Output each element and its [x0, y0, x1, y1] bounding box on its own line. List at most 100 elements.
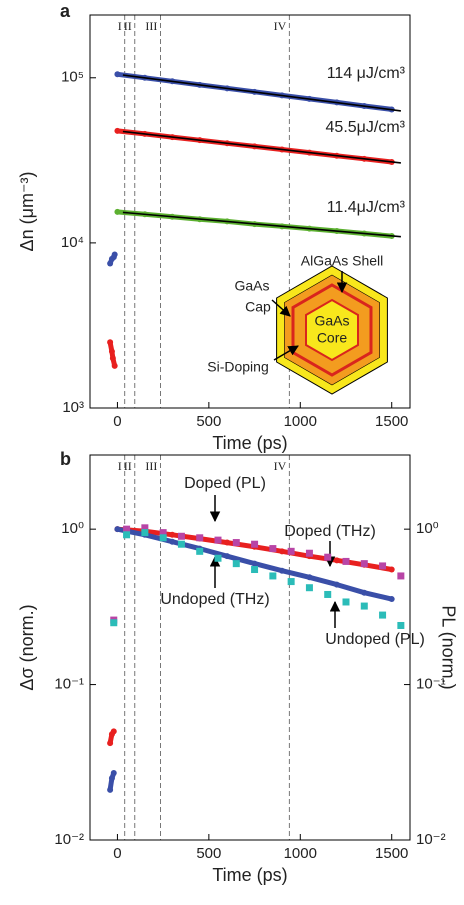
inset-label: Cap	[245, 299, 271, 315]
data-point	[224, 553, 231, 560]
inset-label: Si-Doping	[207, 359, 268, 375]
data-point	[108, 775, 115, 782]
series-label: Undoped (PL)	[325, 631, 425, 648]
data-point	[159, 529, 167, 537]
y-tick-label: 10⁻¹	[54, 676, 84, 693]
x-tick-label: 1000	[284, 413, 317, 430]
region-label: IV	[274, 459, 287, 473]
data-point	[333, 581, 340, 588]
data-point	[342, 598, 350, 606]
inset-label: Core	[317, 330, 348, 346]
data-point	[333, 557, 340, 564]
data-point	[361, 589, 368, 596]
inset-arrow	[273, 345, 299, 361]
core	[305, 298, 359, 362]
series-line	[107, 526, 395, 793]
y-axis-label: Δσ (norm.)	[17, 604, 37, 690]
panel-label: a	[60, 1, 71, 21]
data-point	[251, 560, 258, 567]
data-point	[214, 536, 222, 544]
series-label: Undoped (THz)	[160, 591, 269, 608]
inset-label: GaAs	[314, 313, 349, 329]
series-label: 45.5μJ/cm³	[326, 119, 406, 136]
data-point	[114, 127, 121, 134]
data-point	[114, 526, 121, 533]
data-point	[397, 572, 405, 580]
panel-label: b	[60, 449, 71, 469]
data-point	[159, 534, 167, 542]
data-point	[306, 574, 313, 581]
x-tick-label: 0	[113, 413, 121, 430]
plot-frame	[89, 454, 411, 841]
x-tick-label: 500	[196, 845, 221, 862]
y-tick-label: 10⁴	[61, 234, 84, 251]
data-point	[324, 590, 332, 598]
data-point	[279, 548, 285, 555]
data-point	[232, 539, 240, 547]
doping	[291, 283, 373, 377]
data-point	[342, 557, 350, 565]
data-point	[269, 545, 277, 553]
series-label: 11.4μJ/cm³	[327, 199, 406, 216]
x-tick-label: 1500	[375, 845, 408, 862]
region-label: III	[145, 19, 157, 33]
data-point	[110, 769, 117, 776]
x-tick-label: 0	[113, 845, 121, 862]
inset-label: GaAs	[234, 278, 269, 294]
y-tick-label: 10³	[62, 399, 84, 416]
x-tick-label: 1500	[375, 413, 408, 430]
data-point	[108, 348, 115, 355]
series-label: 114 μJ/cm³	[327, 65, 406, 82]
series-line	[107, 71, 395, 266]
data-point	[114, 208, 121, 215]
y2-axis-label: PL (norm.)	[438, 605, 458, 689]
data-point	[287, 547, 295, 555]
data-point	[177, 532, 185, 540]
y2-tick-label: 10⁰	[416, 520, 439, 537]
data-point	[379, 611, 387, 619]
data-point	[177, 540, 185, 548]
data-point	[397, 621, 405, 629]
data-point	[196, 534, 204, 542]
fit-line	[122, 130, 401, 164]
region-label: II	[124, 459, 132, 473]
data-point	[114, 71, 121, 78]
x-tick-label: 500	[196, 413, 221, 430]
data-point	[110, 728, 117, 735]
data-point	[360, 560, 368, 568]
data-point	[305, 549, 313, 557]
plot-frame	[89, 14, 411, 409]
data-point	[232, 560, 240, 568]
series-label: Doped (THz)	[284, 523, 376, 540]
data-point	[107, 339, 114, 346]
data-point	[305, 584, 313, 592]
data-point	[360, 602, 368, 610]
data-point	[107, 260, 114, 267]
region-label: II	[124, 19, 132, 33]
data-point	[287, 578, 295, 586]
data-point	[107, 740, 114, 747]
y-tick-label: 10⁵	[61, 69, 84, 86]
data-point	[141, 524, 149, 532]
x-tick-label: 1000	[284, 845, 317, 862]
data-point	[109, 355, 116, 362]
y2-tick-label: 10⁻¹	[416, 676, 446, 693]
data-point	[111, 362, 118, 369]
data-point	[224, 539, 231, 546]
region-label: IV	[274, 19, 287, 33]
data-point	[379, 562, 387, 570]
data-point	[123, 525, 131, 533]
data-point	[107, 786, 114, 793]
data-point	[388, 566, 395, 573]
y2-tick-label: 10⁻²	[416, 831, 446, 848]
x-axis-label: Time (ps)	[212, 865, 287, 885]
y-axis-label: Δn (μm⁻³)	[17, 172, 37, 252]
inset-label: AlGaAs Shell	[301, 253, 383, 269]
fit-line	[122, 211, 401, 238]
data-point	[388, 596, 395, 603]
y-tick-label: 10⁻²	[54, 831, 84, 848]
series-label: Doped (PL)	[184, 475, 266, 492]
y-tick-label: 10⁰	[61, 520, 84, 537]
region-label: III	[145, 459, 157, 473]
x-axis-label: Time (ps)	[212, 433, 287, 453]
